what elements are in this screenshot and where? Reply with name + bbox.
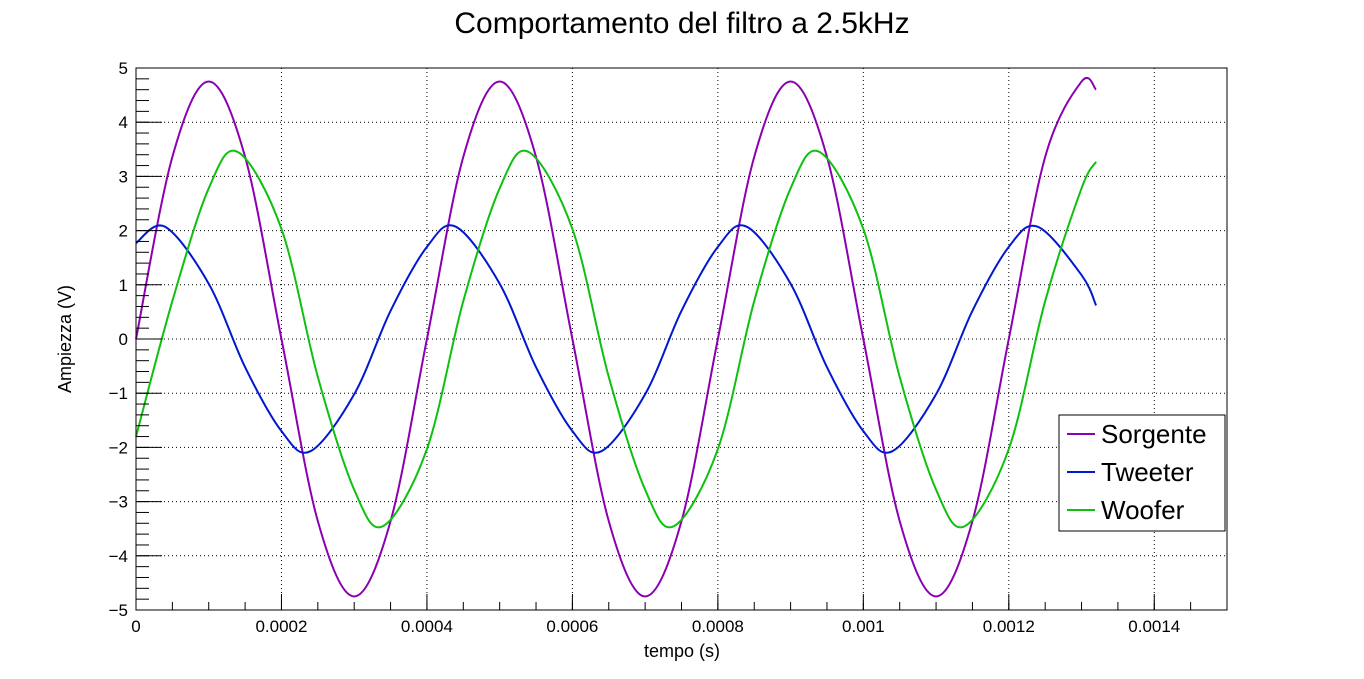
x-axis-label: tempo (s) [644,641,720,661]
x-tick-label: 0.001 [842,617,885,636]
y-tick-label: 0 [119,330,128,349]
y-tick-label: −4 [109,547,128,566]
series-line-woofer [135,149,1097,529]
y-tick-label: −3 [109,493,128,512]
y-tick-label: 3 [119,167,128,186]
y-tick-label: −2 [109,438,128,457]
y-tick-label: 2 [119,222,128,241]
y-tick-label: −1 [109,384,128,403]
x-tick-label: 0.0014 [1128,617,1180,636]
y-tick-label: 5 [119,59,128,78]
ticks [135,67,1228,611]
x-tick-label: 0.0012 [983,617,1035,636]
x-tick-label: 0.0002 [255,617,307,636]
x-tick-label: 0.0008 [692,617,744,636]
legend: Sorgente Tweeter Woofer [1058,414,1226,532]
series-layer [135,76,1097,598]
x-tick-label: 0.0006 [546,617,598,636]
legend-label-sorgente: Sorgente [1101,419,1207,449]
y-tick-label: 4 [119,113,128,132]
x-tick-label: 0.0004 [401,617,453,636]
legend-label-tweeter: Tweeter [1101,457,1194,487]
legend-label-woofer: Woofer [1101,495,1185,525]
series-line-tweeter [135,224,1097,454]
y-tick-label: 1 [119,276,128,295]
tick-labels: 0 0.0002 0.0004 0.0006 0.0008 0.001 0.0012 0.00… [109,59,1181,636]
x-tick-label: 0 [131,617,140,636]
y-tick-label: −5 [109,601,128,620]
series-line-sorgente [135,76,1097,598]
chart-title: Comportamento del filtro a 2.5kHz [454,7,909,40]
y-axis-label: Ampiezza (V) [55,285,75,393]
